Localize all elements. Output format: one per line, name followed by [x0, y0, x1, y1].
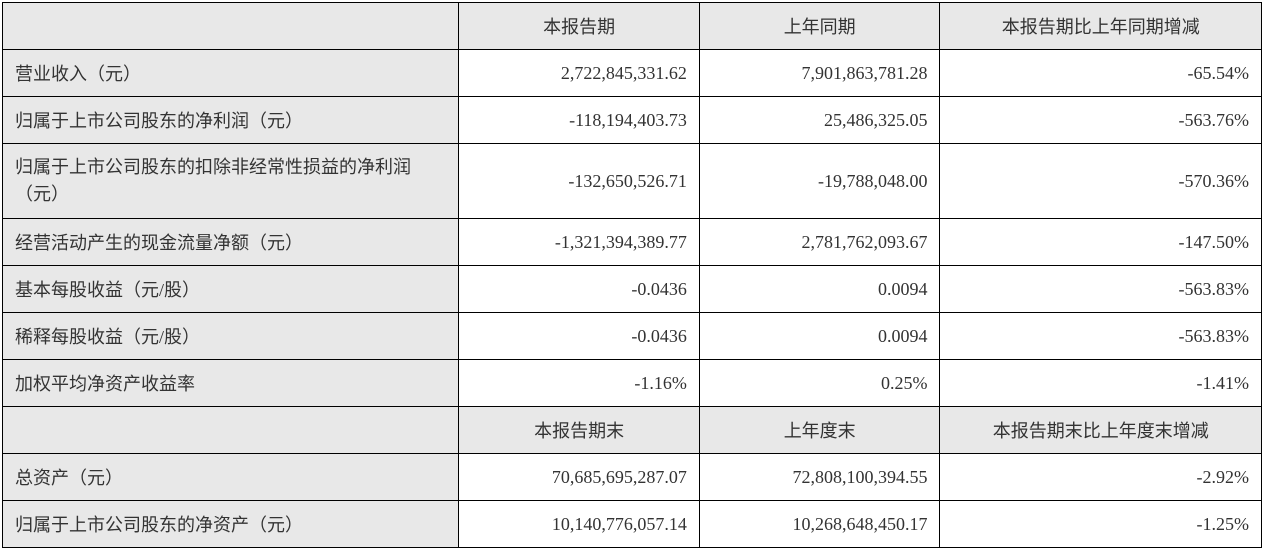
- row-label: 归属于上市公司股东的净利润（元）: [3, 97, 459, 144]
- row-label: 归属于上市公司股东的扣除非经常性损益的净利润（元）: [3, 144, 459, 219]
- table-row: 归属于上市公司股东的扣除非经常性损益的净利润（元） -132,650,526.7…: [3, 144, 1262, 219]
- row-label: 营业收入（元）: [3, 50, 459, 97]
- header-change-2: 本报告期末比上年度末增减: [940, 407, 1262, 454]
- row-label: 归属于上市公司股东的净资产（元）: [3, 501, 459, 548]
- financial-table: 本报告期 上年同期 本报告期比上年同期增减 营业收入（元） 2,722,845,…: [2, 2, 1262, 548]
- table-row: 基本每股收益（元/股） -0.0436 0.0094 -563.83%: [3, 266, 1262, 313]
- table-row: 归属于上市公司股东的净利润（元） -118,194,403.73 25,486,…: [3, 97, 1262, 144]
- table-row: 稀释每股收益（元/股） -0.0436 0.0094 -563.83%: [3, 313, 1262, 360]
- row-current: 2,722,845,331.62: [459, 50, 700, 97]
- row-current: -0.0436: [459, 266, 700, 313]
- header-prior-2: 上年度末: [699, 407, 940, 454]
- header-row-2: 本报告期末 上年度末 本报告期末比上年度末增减: [3, 407, 1262, 454]
- row-change: -563.76%: [940, 97, 1262, 144]
- table-row: 归属于上市公司股东的净资产（元） 10,140,776,057.14 10,26…: [3, 501, 1262, 548]
- row-change: -563.83%: [940, 266, 1262, 313]
- table-row: 营业收入（元） 2,722,845,331.62 7,901,863,781.2…: [3, 50, 1262, 97]
- row-current: -132,650,526.71: [459, 144, 700, 219]
- row-prior: 0.0094: [699, 266, 940, 313]
- row-prior: 10,268,648,450.17: [699, 501, 940, 548]
- row-label: 经营活动产生的现金流量净额（元）: [3, 219, 459, 266]
- row-current: -0.0436: [459, 313, 700, 360]
- row-change: -65.54%: [940, 50, 1262, 97]
- row-current: -118,194,403.73: [459, 97, 700, 144]
- table-row: 总资产（元） 70,685,695,287.07 72,808,100,394.…: [3, 454, 1262, 501]
- row-label: 加权平均净资产收益率: [3, 360, 459, 407]
- header-change-1: 本报告期比上年同期增减: [940, 3, 1262, 50]
- row-change: -1.25%: [940, 501, 1262, 548]
- table-row: 加权平均净资产收益率 -1.16% 0.25% -1.41%: [3, 360, 1262, 407]
- row-label: 稀释每股收益（元/股）: [3, 313, 459, 360]
- row-current: 70,685,695,287.07: [459, 454, 700, 501]
- row-prior: 0.25%: [699, 360, 940, 407]
- header-current-1: 本报告期: [459, 3, 700, 50]
- row-prior: 0.0094: [699, 313, 940, 360]
- row-change: -1.41%: [940, 360, 1262, 407]
- header-blank-2: [3, 407, 459, 454]
- row-change: -2.92%: [940, 454, 1262, 501]
- row-current: -1,321,394,389.77: [459, 219, 700, 266]
- row-prior: 2,781,762,093.67: [699, 219, 940, 266]
- table-row: 经营活动产生的现金流量净额（元） -1,321,394,389.77 2,781…: [3, 219, 1262, 266]
- row-prior: -19,788,048.00: [699, 144, 940, 219]
- header-prior-1: 上年同期: [699, 3, 940, 50]
- row-label: 总资产（元）: [3, 454, 459, 501]
- header-blank-1: [3, 3, 459, 50]
- header-current-2: 本报告期末: [459, 407, 700, 454]
- row-current: 10,140,776,057.14: [459, 501, 700, 548]
- row-prior: 25,486,325.05: [699, 97, 940, 144]
- row-prior: 7,901,863,781.28: [699, 50, 940, 97]
- row-change: -563.83%: [940, 313, 1262, 360]
- row-change: -570.36%: [940, 144, 1262, 219]
- row-prior: 72,808,100,394.55: [699, 454, 940, 501]
- header-row-1: 本报告期 上年同期 本报告期比上年同期增减: [3, 3, 1262, 50]
- row-change: -147.50%: [940, 219, 1262, 266]
- row-current: -1.16%: [459, 360, 700, 407]
- row-label: 基本每股收益（元/股）: [3, 266, 459, 313]
